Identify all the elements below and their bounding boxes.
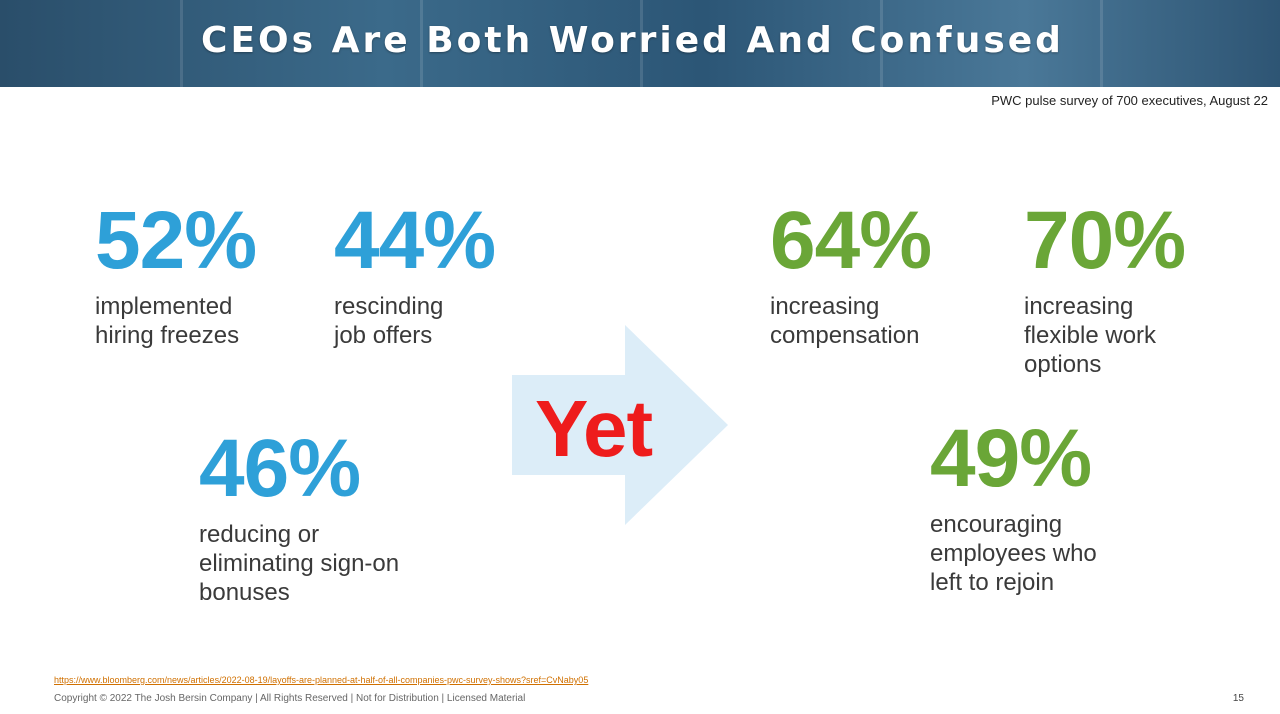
stat-value: 44%: [334, 195, 496, 286]
stat-label: rescinding job offers: [334, 293, 444, 349]
stat-hiring-freezes: 52% implemented hiring freezes: [95, 195, 257, 350]
stat-flexible-work: 70% increasing flexible work options: [1024, 195, 1186, 379]
stat-rescinding-offers: 44% rescinding job offers: [334, 195, 496, 350]
page-number: 15: [1232, 693, 1244, 704]
stat-value: 64%: [770, 195, 932, 286]
arrow-right-icon: [512, 325, 728, 525]
stat-sign-on-bonuses: 46% reducing or eliminating sign-on bonu…: [199, 428, 399, 607]
stat-label: reducing or eliminating sign-on bonuses: [199, 521, 400, 606]
slide-title: CEOs Are Both Worried And Confused: [201, 20, 1064, 61]
stat-value: 49%: [930, 413, 1092, 504]
stat-value: 52%: [95, 195, 257, 286]
copyright-footer: Copyright © 2022 The Josh Bersin Company…: [54, 693, 526, 704]
stat-label: encouraging employees who left to rejoin: [930, 511, 1097, 596]
title-banner: CEOs Are Both Worried And Confused: [0, 0, 1280, 87]
stat-increasing-compensation: 64% increasing compensation: [770, 195, 932, 350]
stat-value: 46%: [199, 423, 361, 514]
stat-label: increasing compensation: [770, 293, 920, 349]
stat-value: 70%: [1024, 195, 1186, 286]
stat-label: increasing flexible work options: [1024, 293, 1157, 378]
stat-rejoin: 49% encouraging employees who left to re…: [930, 418, 1097, 597]
yet-label: Yet: [535, 384, 653, 473]
stat-label: implemented hiring freezes: [95, 293, 240, 349]
source-link[interactable]: https://www.bloomberg.com/news/articles/…: [54, 675, 589, 685]
source-note: PWC pulse survey of 700 executives, Augu…: [991, 93, 1268, 108]
